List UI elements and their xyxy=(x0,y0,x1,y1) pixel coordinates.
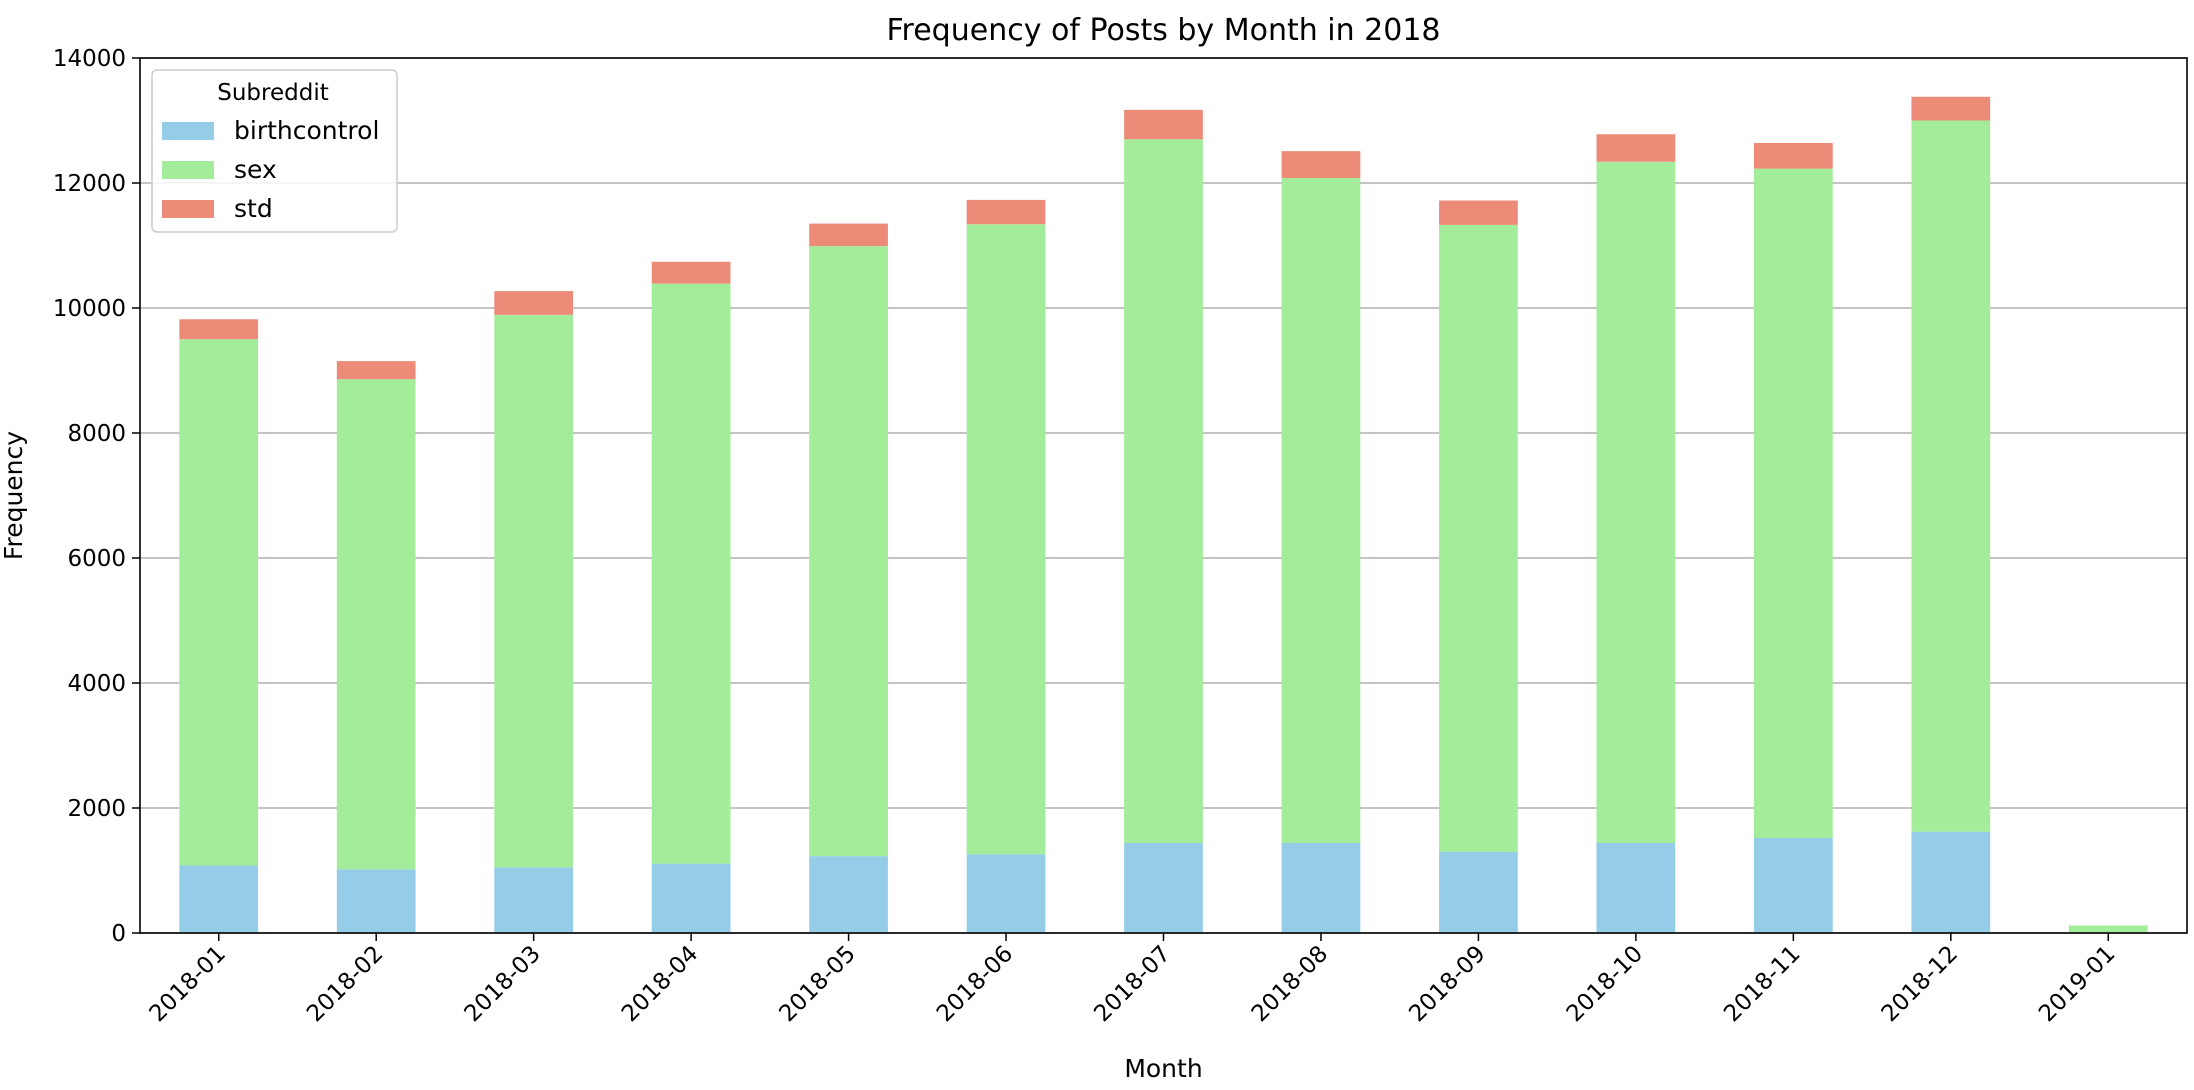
x-tick-label: 2018-04 xyxy=(617,941,703,1027)
y-tick-label: 10000 xyxy=(53,296,126,322)
x-tick-label: 2018-07 xyxy=(1089,941,1175,1027)
y-tick-label: 6000 xyxy=(67,546,126,572)
bar-sex-2018-11 xyxy=(1753,168,1833,838)
bar-std-2018-04 xyxy=(651,261,731,284)
x-axis-title: Month xyxy=(1124,1054,1202,1083)
chart-title: Frequency of Posts by Month in 2018 xyxy=(886,13,1440,48)
bar-sex-2018-09 xyxy=(1439,224,1518,852)
bar-birthcontrol-2018-02 xyxy=(336,869,416,933)
x-tick-label: 2018-09 xyxy=(1404,941,1490,1027)
legend: Subreddit birthcontrol sex std xyxy=(151,69,398,233)
x-tick-label: 2018-11 xyxy=(1719,941,1805,1027)
y-tick-label: 0 xyxy=(111,921,126,947)
bar-birthcontrol-2018-11 xyxy=(1753,838,1833,933)
bar-std-2018-12 xyxy=(1911,96,1991,121)
legend-box xyxy=(151,69,398,233)
legend-swatch-std xyxy=(162,200,214,218)
x-axis: 2018-01 2018-02 2018-03 2018-04 2018-05 2018-… xyxy=(145,933,2121,1027)
x-tick-label: 2018-12 xyxy=(1877,941,1963,1027)
legend-label-birthcontrol: birthcontrol xyxy=(234,116,379,145)
bar-sex-2018-03 xyxy=(494,314,574,868)
bar-std-2018-06 xyxy=(966,199,1046,225)
bar-sex-2018-02 xyxy=(336,379,416,870)
legend-swatch-birthcontrol xyxy=(162,122,214,140)
legend-title: Subreddit xyxy=(217,80,329,106)
bar-sex-2018-05 xyxy=(809,246,888,857)
bar-birthcontrol-2018-03 xyxy=(494,867,574,933)
bar-sex-2018-12 xyxy=(1911,120,1991,832)
bar-sex-2018-06 xyxy=(966,224,1046,855)
bar-sex-2018-10 xyxy=(1596,161,1676,843)
y-tick-label: 12000 xyxy=(53,171,126,197)
legend-label-std: std xyxy=(234,194,273,223)
bar-std-2018-09 xyxy=(1439,200,1518,225)
bar-birthcontrol-2018-12 xyxy=(1911,831,1991,933)
y-tick-label: 14000 xyxy=(53,46,126,72)
bar-std-2018-03 xyxy=(494,291,574,315)
y-tick-label: 8000 xyxy=(67,421,126,447)
y-axis-title: Frequency xyxy=(0,431,28,560)
bar-birthcontrol-2018-04 xyxy=(651,863,731,933)
x-tick-label: 2018-02 xyxy=(302,941,388,1027)
bar-sex-2018-01 xyxy=(179,339,259,866)
bar-birthcontrol-2018-07 xyxy=(1124,843,1203,933)
bar-birthcontrol-2018-08 xyxy=(1281,843,1361,933)
bar-birthcontrol-2018-09 xyxy=(1439,851,1518,933)
bar-sex-2019-01 xyxy=(2068,925,2148,933)
bar-birthcontrol-2018-01 xyxy=(179,865,259,933)
y-axis: 0 2000 4000 6000 8000 10000 12000 14000 xyxy=(53,46,140,947)
bars xyxy=(179,96,2148,933)
bar-sex-2018-04 xyxy=(651,283,731,864)
x-tick-label: 2018-01 xyxy=(145,941,231,1027)
y-tick-label: 2000 xyxy=(67,796,126,822)
bar-std-2018-01 xyxy=(179,319,259,340)
x-tick-label: 2019-01 xyxy=(2034,941,2120,1027)
bar-birthcontrol-2018-06 xyxy=(966,854,1046,933)
legend-swatch-sex xyxy=(162,161,214,179)
bar-std-2018-11 xyxy=(1753,143,1833,169)
x-tick-label: 2018-10 xyxy=(1562,941,1648,1027)
bar-std-2018-02 xyxy=(336,361,416,380)
x-tick-label: 2018-08 xyxy=(1247,941,1333,1027)
bar-birthcontrol-2018-10 xyxy=(1596,843,1676,933)
x-tick-label: 2018-05 xyxy=(774,941,860,1027)
x-tick-label: 2018-03 xyxy=(460,941,546,1027)
bar-std-2018-07 xyxy=(1124,109,1203,140)
bar-sex-2018-07 xyxy=(1124,139,1203,843)
y-tick-label: 4000 xyxy=(67,671,126,697)
legend-label-sex: sex xyxy=(234,155,277,184)
bar-birthcontrol-2018-05 xyxy=(809,856,888,933)
bar-sex-2018-08 xyxy=(1281,178,1361,843)
bar-std-2018-05 xyxy=(809,223,888,247)
x-tick-label: 2018-06 xyxy=(932,941,1018,1027)
bar-std-2018-10 xyxy=(1596,134,1676,162)
bar-std-2018-08 xyxy=(1281,151,1361,178)
